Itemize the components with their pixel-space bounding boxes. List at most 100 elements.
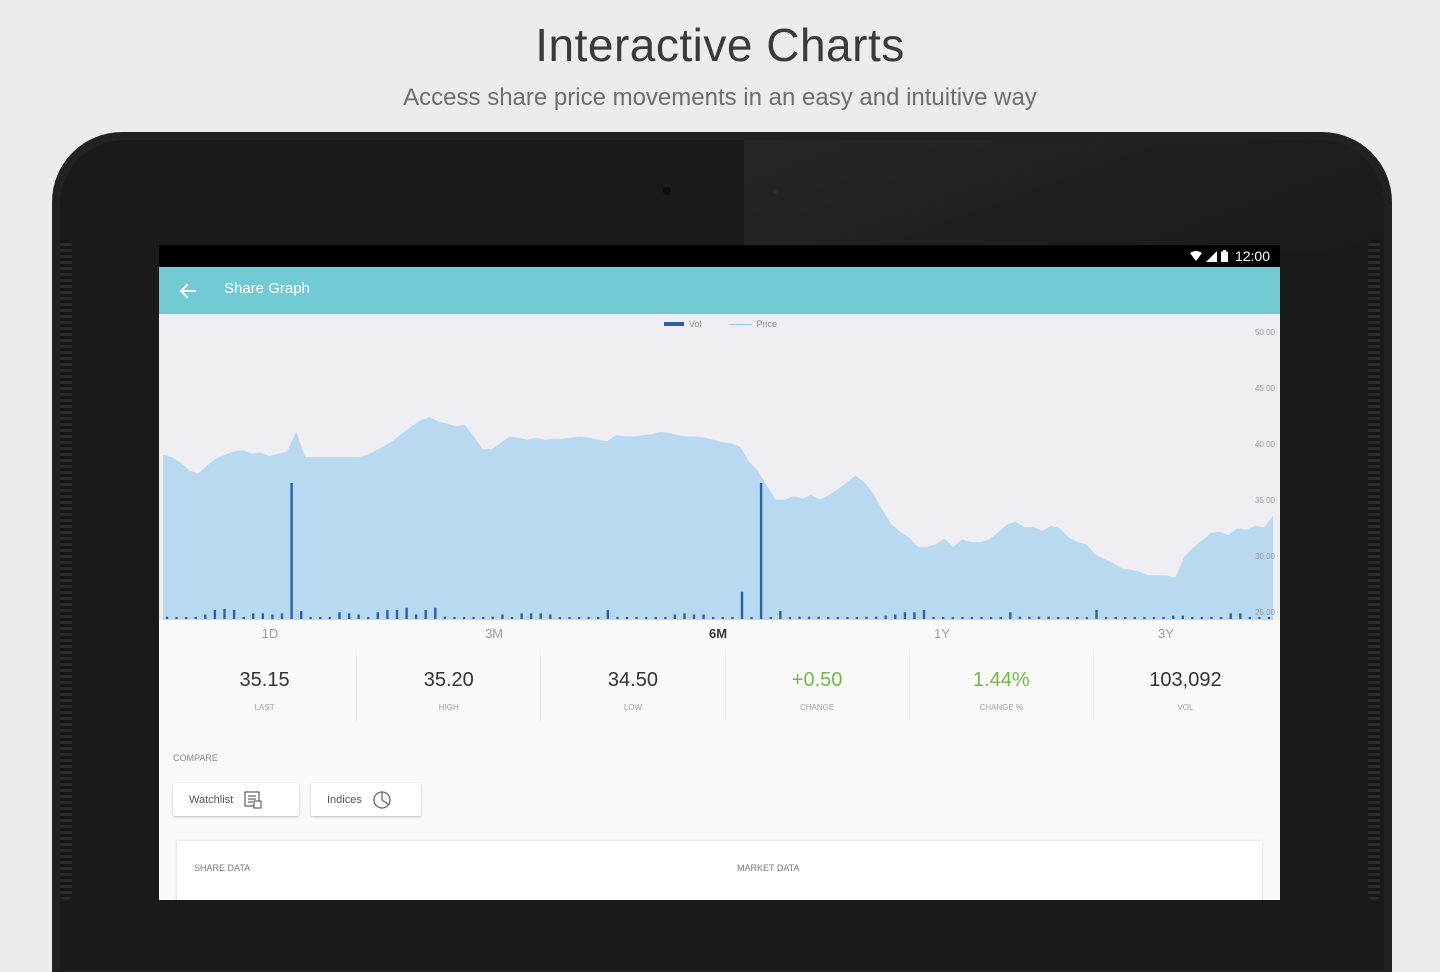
volume-bar [865, 616, 868, 619]
legend-item-vol: Vol [664, 319, 702, 329]
watchlist-icon [244, 790, 262, 809]
volume-bar [558, 617, 562, 619]
volume-bar [376, 612, 379, 619]
volume-bar [462, 617, 466, 619]
volume-bar [491, 616, 494, 619]
signal-icon [1205, 250, 1217, 262]
range-tab-6m[interactable]: 6M [708, 626, 728, 641]
volume-bar [874, 616, 878, 619]
volume-bar [635, 617, 638, 619]
volume-bar [903, 612, 907, 619]
volume-bar [290, 483, 293, 619]
range-tabs: 1D 3M 6M 1Y 3Y [159, 623, 1280, 645]
volume-bar [482, 617, 485, 619]
volume-bar [817, 616, 820, 619]
volume-bar [922, 609, 926, 619]
volume-bar [597, 617, 600, 619]
battery-icon [1220, 250, 1228, 262]
volume-bar [664, 617, 667, 619]
back-button[interactable] [171, 275, 203, 307]
front-camera [663, 187, 671, 195]
volume-bar [769, 617, 772, 619]
volume-bar [529, 613, 533, 619]
volume-bar [616, 617, 619, 619]
volume-bar [683, 613, 686, 619]
stat-label: CHANGE [799, 703, 835, 712]
volume-bar [750, 617, 753, 619]
volume-bar [1219, 617, 1223, 619]
stat-label: HIGH [438, 703, 459, 712]
volume-bar [165, 616, 169, 619]
volume-bar [414, 614, 418, 619]
volume-bar [980, 617, 983, 619]
volume-bar [549, 614, 552, 619]
stat-change: 1.44% CHANGE % [910, 649, 1094, 721]
volume-bar [300, 611, 303, 619]
volume-bar [1267, 617, 1271, 619]
volume-bar [1124, 617, 1127, 619]
stat-value: 1.44% [972, 669, 1030, 691]
volume-bar [807, 616, 811, 619]
volume-bar [692, 614, 696, 619]
range-tab-3y[interactable]: 3Y [1158, 626, 1174, 641]
share-chart[interactable]: Vol Price 50.00 45.00 40.00 35.00 30.00 25.00 [159, 314, 1280, 620]
volume-bar [1047, 616, 1050, 619]
volume-bar [894, 614, 897, 619]
volume-bar [846, 617, 849, 619]
volume-bar [386, 609, 389, 619]
volume-bar [338, 612, 341, 619]
chart-plot [163, 417, 1273, 620]
watchlist-button[interactable]: Watchlist [173, 783, 299, 816]
y-tick-label: 50.00 [1254, 328, 1275, 337]
market-data-title: MARKET DATA [737, 863, 800, 873]
y-tick-label: 25.00 [1254, 608, 1275, 617]
stat-value: +0.50 [791, 669, 843, 691]
volume-bar [424, 609, 427, 619]
legend-swatch-vol [664, 322, 684, 326]
volume-bar [1143, 617, 1146, 619]
status-icons: 12:00 [1189, 248, 1270, 264]
volume-bar [654, 617, 657, 619]
volume-bar [539, 613, 542, 619]
stat-label: VOL [1177, 703, 1194, 712]
volume-bar [740, 591, 744, 619]
range-tab-1d[interactable]: 1D [261, 626, 279, 641]
compare-label: COMPARE [173, 753, 218, 763]
volume-bar [587, 617, 590, 619]
stat-value: 35.20 [423, 669, 474, 691]
volume-bar [1133, 617, 1136, 619]
volume-bar [568, 617, 571, 619]
volume-bar [443, 616, 447, 619]
volume-bar [884, 615, 887, 619]
range-tab-1y[interactable]: 1Y [934, 626, 950, 641]
left-speaker-grille [60, 240, 72, 900]
volume-bar [252, 613, 255, 619]
volume-bar [989, 617, 993, 619]
volume-bar [1057, 617, 1060, 619]
range-tab-3m[interactable]: 3M [484, 626, 504, 641]
volume-bar [242, 617, 245, 619]
volume-bar [1066, 617, 1069, 619]
volume-bar [510, 617, 514, 619]
stat-change: +0.50 CHANGE [726, 649, 910, 721]
volume-bar [194, 617, 197, 619]
volume-bar [1210, 617, 1213, 619]
status-bar: 12:00 [159, 245, 1280, 267]
volume-bar [951, 617, 954, 619]
arrow-left-icon [179, 283, 196, 299]
tablet-bezel-highlight [744, 140, 1384, 250]
volume-bar [1114, 617, 1117, 619]
stat-high: 35.20 HIGH [357, 649, 542, 721]
volume-bar [261, 613, 264, 619]
volume-bar [836, 617, 839, 619]
volume-bar [1037, 616, 1041, 619]
volume-bar [577, 617, 581, 619]
legend-swatch-price [729, 323, 752, 325]
indices-button[interactable]: Indices [311, 783, 421, 816]
volume-bar [357, 614, 360, 619]
volume-bar [405, 607, 408, 619]
volume-bar [1018, 616, 1022, 619]
volume-bar [961, 617, 964, 619]
stat-label: CHANGE % [979, 703, 1024, 712]
data-card: SHARE DATA MARKET DATA [177, 841, 1262, 900]
